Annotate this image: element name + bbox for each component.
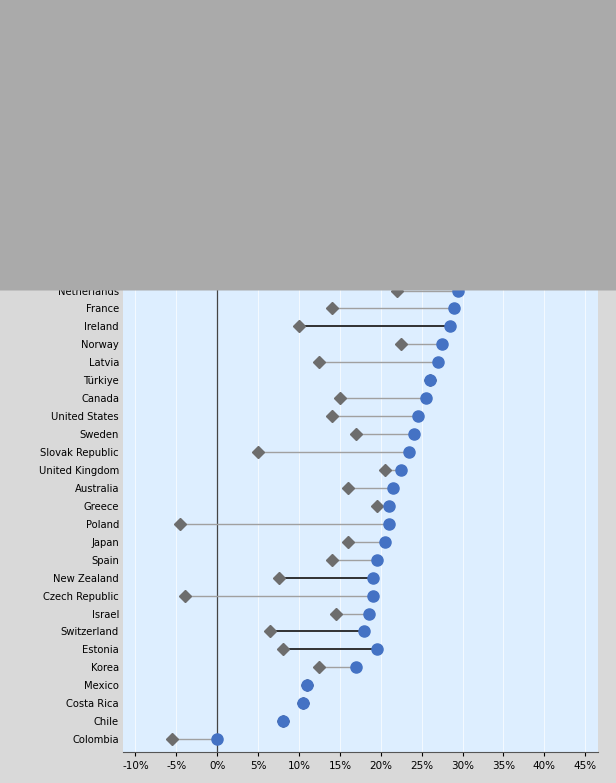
Text: Single no child: Single no child (160, 23, 242, 33)
Text: Married one-earner couple 2 children: Married one-earner couple 2 children (363, 23, 570, 33)
